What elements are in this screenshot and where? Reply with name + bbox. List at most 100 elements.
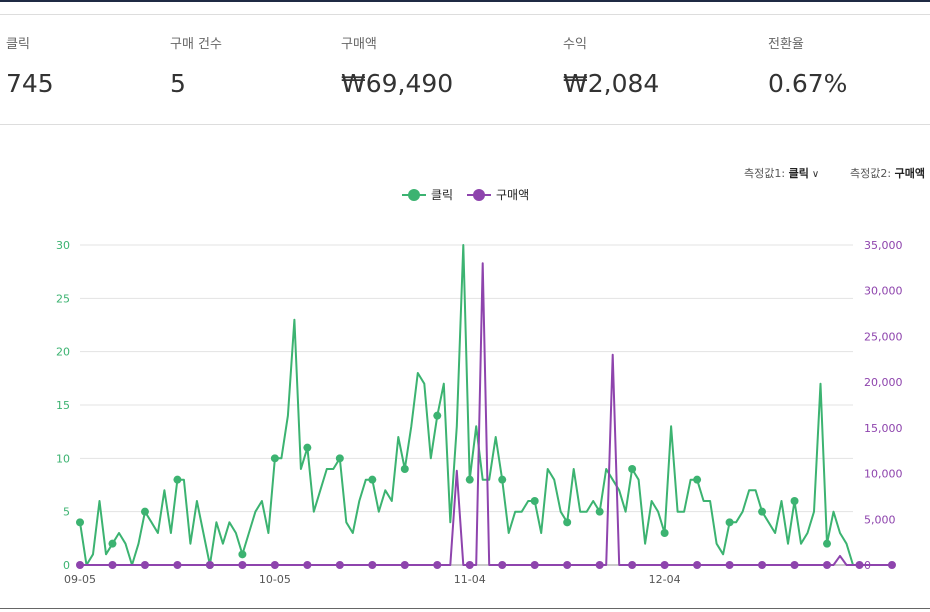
data-point-clicks	[335, 454, 344, 463]
stat-value: ₩69,490	[341, 69, 454, 98]
data-point-clicks	[270, 454, 279, 463]
stat-value: 745	[6, 69, 54, 98]
data-point-purchase-amount	[790, 561, 799, 569]
x-tick-label: 11-04	[454, 573, 486, 586]
stat-label: 구매 건수	[170, 37, 222, 52]
legend-item-clicks[interactable]: 클릭	[402, 186, 453, 203]
data-point-purchase-amount	[855, 561, 864, 569]
legend-label: 클릭	[431, 188, 454, 202]
data-point-purchase-amount	[368, 561, 377, 569]
data-point-purchase-amount	[76, 561, 84, 569]
stat-revenue: 수익 ₩2,084	[563, 36, 659, 101]
y-left-tick-label: 30	[56, 239, 70, 252]
data-point-purchase-amount	[433, 561, 442, 569]
data-point-purchase-amount	[303, 561, 312, 569]
data-point-clicks	[465, 475, 474, 484]
data-point-clicks	[693, 475, 702, 484]
y-right-tick-label: 35,000	[864, 239, 903, 252]
data-point-clicks	[758, 507, 767, 516]
legend-swatch-clicks	[402, 188, 426, 201]
data-point-purchase-amount	[465, 561, 474, 569]
measure2-value: 구매액	[894, 167, 925, 180]
y-left-tick-label: 15	[56, 399, 70, 412]
series-line-purchase-amount	[80, 262, 892, 566]
data-point-purchase-amount	[205, 561, 214, 569]
stat-purchase-amount: 구매액 ₩69,490	[341, 36, 453, 101]
y-left-tick-label: 25	[56, 292, 70, 305]
measure1-label: 측정값1:	[744, 167, 786, 180]
data-point-purchase-amount	[530, 561, 539, 569]
stat-clicks: 클릭 745	[6, 36, 54, 101]
y-right-tick-label: 10,000	[864, 468, 903, 481]
data-point-clicks	[238, 550, 247, 559]
y-right-tick-label: 20,000	[864, 376, 903, 389]
stat-label: 수익	[563, 37, 587, 52]
data-point-purchase-amount	[887, 561, 896, 569]
data-point-clicks	[790, 497, 799, 505]
x-tick-label: 09-05	[64, 573, 96, 586]
y-right-tick-label: 25,000	[864, 330, 903, 343]
x-tick-label: 10-05	[259, 573, 291, 586]
data-point-clicks	[563, 518, 572, 527]
data-point-clicks	[530, 497, 539, 505]
stat-label: 전환율	[768, 37, 804, 52]
data-point-clicks	[140, 507, 149, 516]
divider-bottom	[0, 608, 930, 609]
data-point-clicks	[433, 411, 442, 420]
data-point-clicks	[108, 539, 117, 548]
data-point-purchase-amount	[140, 561, 149, 569]
data-point-clicks	[400, 465, 409, 473]
data-point-clicks	[660, 529, 669, 537]
data-point-purchase-amount	[595, 561, 604, 569]
y-left-tick-label: 10	[56, 452, 70, 465]
data-point-clicks	[628, 465, 637, 473]
data-point-purchase-amount	[823, 561, 832, 569]
y-left-tick-label: 0	[63, 559, 70, 572]
data-point-clicks	[303, 443, 312, 452]
data-point-clicks	[498, 475, 507, 484]
data-point-purchase-amount	[758, 561, 767, 569]
y-right-tick-label: 30,000	[864, 285, 903, 298]
measure1-selector[interactable]: 측정값1: 클릭 ∨	[744, 165, 819, 181]
stat-purchase-count: 구매 건수 5	[170, 36, 222, 101]
divider-middle	[0, 124, 930, 125]
stat-value: 0.67%	[768, 69, 848, 98]
data-point-purchase-amount	[693, 561, 702, 569]
data-point-purchase-amount	[498, 561, 507, 569]
data-point-purchase-amount	[563, 561, 572, 569]
y-right-tick-label: 15,000	[864, 422, 903, 435]
measure2-selector[interactable]: 측정값2: 구매액	[850, 165, 925, 181]
measure1-value: 클릭	[788, 167, 809, 180]
series-line-clicks	[79, 244, 854, 566]
divider-top	[0, 14, 930, 15]
legend-swatch-purchase-amount	[467, 188, 491, 201]
stat-conversion-rate: 전환율 0.67%	[768, 36, 847, 101]
stat-label: 구매액	[341, 37, 377, 52]
data-point-purchase-amount	[335, 561, 344, 569]
y-right-tick-label: 5,000	[864, 513, 896, 526]
measure2-label: 측정값2:	[850, 167, 892, 180]
data-point-purchase-amount	[173, 561, 182, 569]
data-point-clicks	[725, 518, 734, 527]
chart-legend: 클릭 구매액	[0, 186, 930, 204]
data-point-purchase-amount	[660, 561, 669, 569]
stat-value: 5	[170, 69, 186, 98]
data-point-clicks	[823, 539, 832, 548]
chevron-down-icon: ∨	[811, 169, 820, 180]
y-left-tick-label: 20	[56, 346, 70, 359]
data-point-purchase-amount	[108, 561, 117, 569]
legend-item-purchase-amount[interactable]: 구매액	[467, 186, 529, 203]
stat-value: ₩2,084	[563, 69, 660, 98]
legend-label: 구매액	[496, 188, 530, 202]
data-point-purchase-amount	[238, 561, 247, 569]
top-border	[0, 0, 930, 2]
y-left-tick-label: 5	[63, 506, 70, 519]
data-point-purchase-amount	[270, 561, 279, 569]
data-point-clicks	[76, 518, 84, 527]
data-point-clicks	[368, 475, 377, 484]
data-point-clicks	[173, 475, 182, 484]
data-point-clicks	[595, 507, 604, 516]
stat-label: 클릭	[6, 37, 30, 52]
data-point-purchase-amount	[628, 561, 637, 569]
